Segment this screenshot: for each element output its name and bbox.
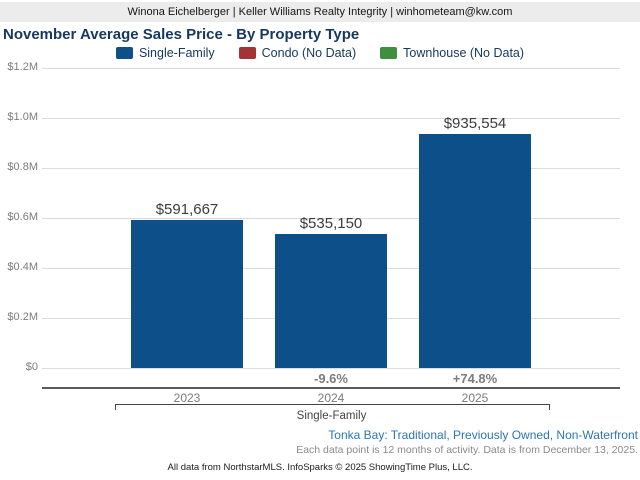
gridline-$0.8M bbox=[42, 168, 620, 169]
legend-item-single-family: Single-Family bbox=[115, 46, 215, 60]
y-axis-tick-label: $1.2M bbox=[7, 61, 38, 73]
bar-2023 bbox=[131, 220, 243, 368]
header-contact-text: Winona Eichelberger | Keller Williams Re… bbox=[127, 6, 513, 18]
legend-label-condo: Condo (No Data) bbox=[261, 46, 357, 60]
y-axis-tick-label: $0 bbox=[25, 361, 38, 373]
legend-label-single-family: Single-Family bbox=[138, 46, 215, 60]
bar-value-label-2024: $535,150 bbox=[299, 215, 363, 233]
townhouse-swatch-icon bbox=[380, 47, 398, 59]
legend-item-condo: Condo (No Data) bbox=[238, 46, 357, 60]
y-axis-tick-label: $0.6M bbox=[7, 211, 38, 223]
bar-2024 bbox=[275, 234, 387, 368]
legend-label-townhouse: Townhouse (No Data) bbox=[403, 46, 525, 60]
bar-value-label-2025: $935,554 bbox=[443, 115, 507, 133]
page-title: November Average Sales Price - By Proper… bbox=[3, 26, 360, 43]
x-axis-label-2023: 2023 bbox=[173, 391, 201, 405]
change-label-2024: -9.6% bbox=[314, 371, 348, 386]
gridline-$0.6M bbox=[42, 218, 620, 219]
condo-swatch-icon bbox=[238, 47, 256, 59]
chart-legend: Single-Family Condo (No Data) Townhouse … bbox=[0, 45, 640, 61]
bar-value-label-2023: $591,667 bbox=[155, 201, 219, 219]
gridline-$1.0M bbox=[42, 118, 620, 119]
chart-filters-line: Tonka Bay: Traditional, Previously Owned… bbox=[328, 428, 638, 442]
single-family-swatch-icon bbox=[115, 47, 133, 59]
x-axis-line bbox=[42, 387, 620, 389]
category-group-bracket bbox=[115, 404, 550, 410]
category-group-label: Single-Family bbox=[296, 410, 367, 422]
x-axis-label-2024: 2024 bbox=[317, 391, 345, 405]
y-axis-tick-label: $1.0M bbox=[7, 111, 38, 123]
y-axis-tick-label: $0.4M bbox=[7, 261, 38, 273]
legend-item-townhouse: Townhouse (No Data) bbox=[380, 46, 524, 60]
y-axis-tick-label: $0.2M bbox=[7, 311, 38, 323]
change-label-2025: +74.8% bbox=[452, 371, 498, 386]
data-note: Each data point is 12 months of activity… bbox=[296, 444, 638, 456]
bar-2025 bbox=[419, 134, 531, 368]
attribution-line: All data from NorthstarMLS. InfoSparks ©… bbox=[167, 462, 473, 473]
header-contact-strip: Winona Eichelberger | Keller Williams Re… bbox=[0, 2, 640, 22]
gridline-$1.2M bbox=[42, 68, 620, 69]
x-axis-label-2025: 2025 bbox=[461, 391, 489, 405]
y-axis-tick-label: $0.8M bbox=[7, 161, 38, 173]
gridline-$0 bbox=[42, 368, 620, 369]
